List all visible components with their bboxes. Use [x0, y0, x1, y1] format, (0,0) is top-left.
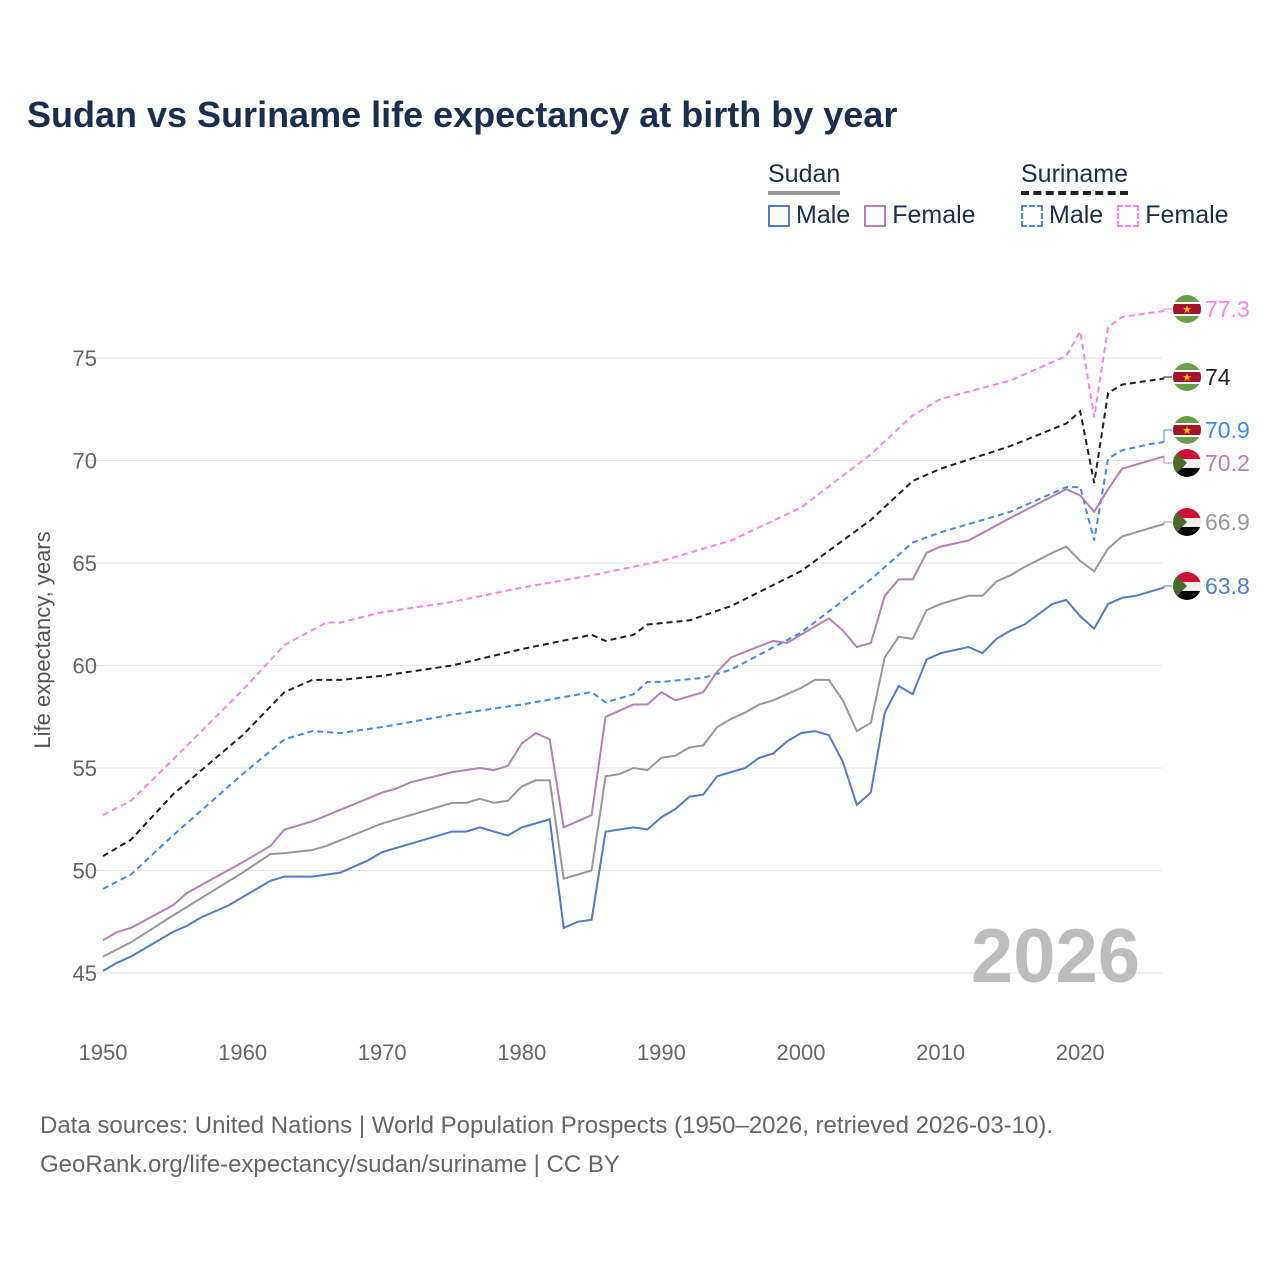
- source-note: Data sources: United Nations | World Pop…: [40, 1106, 1053, 1184]
- series-line-sudan-male: [102, 586, 1165, 972]
- chart-title: Sudan vs Suriname life expectancy at bir…: [27, 94, 898, 135]
- label-connector: [1163, 376, 1172, 379]
- svg-text:★: ★: [1182, 371, 1192, 384]
- legend-swatch: [1117, 204, 1140, 227]
- legend-sudan-male[interactable]: Male: [768, 201, 850, 230]
- series-line-suriname: [102, 377, 1165, 857]
- y-tick-label: 75: [73, 346, 97, 371]
- y-tick-label: 70: [73, 449, 97, 474]
- legend-swatch: [1021, 204, 1043, 227]
- legend-suriname: Suriname Male Female: [1021, 160, 1229, 230]
- svg-text:★: ★: [1182, 303, 1192, 316]
- y-tick-label: 45: [73, 961, 97, 986]
- y-tick-label: 60: [73, 654, 97, 679]
- legend-sudan-title: Sudan: [768, 160, 841, 195]
- source-line-1: Data sources: United Nations | World Pop…: [40, 1112, 1054, 1139]
- label-connector: [1163, 521, 1172, 525]
- end-value-label: 66.9: [1205, 509, 1250, 535]
- y-tick-label: 65: [73, 551, 97, 576]
- legend-sudan-female[interactable]: Female: [864, 201, 976, 230]
- suriname-flag-icon: ★: [1173, 363, 1201, 391]
- legend-sudan: Sudan Male Female: [768, 160, 976, 230]
- series-line-sudan-female: [102, 455, 1165, 942]
- series-line-sudan: [102, 523, 1165, 958]
- y-axis-label: Life expectancy, years: [30, 531, 55, 748]
- series-line-suriname-female: [102, 309, 1165, 816]
- label-connector: [1163, 456, 1172, 464]
- x-tick-label: 2000: [777, 1040, 826, 1065]
- year-watermark: 2026: [971, 914, 1140, 999]
- legend-suriname-female[interactable]: Female: [1117, 201, 1229, 230]
- legend-label: Female: [892, 201, 976, 229]
- legend-swatch: [768, 204, 790, 227]
- x-tick-label: 2010: [916, 1040, 965, 1065]
- x-tick-label: 1960: [218, 1040, 267, 1065]
- x-tick-label: 2020: [1056, 1040, 1105, 1065]
- legend-suriname-title: Suriname: [1021, 160, 1128, 195]
- sudan-flag-icon: [1173, 572, 1201, 600]
- legend-label: Female: [1145, 201, 1229, 229]
- suriname-flag-icon: ★: [1173, 295, 1201, 323]
- svg-text:★: ★: [1182, 424, 1192, 437]
- sudan-flag-icon: [1173, 449, 1201, 477]
- suriname-flag-icon: ★: [1173, 416, 1201, 444]
- y-tick-label: 50: [73, 859, 97, 884]
- legend-suriname-male[interactable]: Male: [1021, 201, 1103, 230]
- label-connector: [1163, 429, 1172, 443]
- y-tick-label: 55: [73, 756, 97, 781]
- series-line-suriname-male: [102, 441, 1165, 890]
- label-connector: [1163, 585, 1172, 588]
- x-tick-label: 1950: [79, 1040, 128, 1065]
- sudan-flag-icon: [1173, 508, 1201, 536]
- x-tick-label: 1980: [497, 1040, 546, 1065]
- legend-swatch: [864, 204, 887, 227]
- x-tick-label: 1970: [358, 1040, 407, 1065]
- source-line-2[interactable]: GeoRank.org/life-expectancy/sudan/surina…: [40, 1151, 620, 1178]
- end-value-label: 70.9: [1205, 417, 1250, 443]
- end-value-label: 63.8: [1205, 573, 1250, 599]
- end-value-label: 77.3: [1205, 296, 1250, 322]
- x-tick-label: 1990: [637, 1040, 686, 1065]
- end-value-label: 70.2: [1205, 450, 1250, 476]
- end-value-label: 74: [1205, 364, 1231, 390]
- legend-label: Male: [796, 201, 851, 229]
- legend-label: Male: [1049, 201, 1104, 229]
- label-connector: [1163, 308, 1172, 311]
